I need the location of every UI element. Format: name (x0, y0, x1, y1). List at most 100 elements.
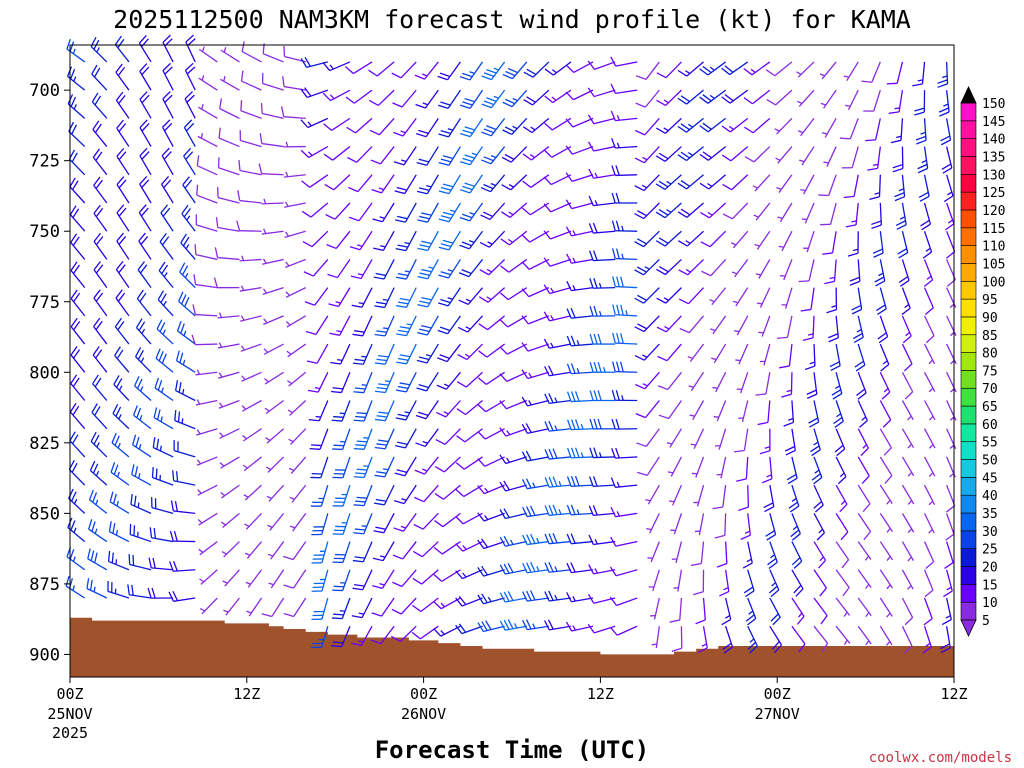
barb-feather (437, 75, 448, 81)
wind-barb (897, 231, 909, 259)
barb-half-feather (690, 443, 696, 446)
wind-barb (857, 512, 872, 541)
barb-feather (442, 183, 454, 188)
barb-staff (292, 512, 307, 532)
barb-staff (901, 343, 913, 365)
barb-feather (116, 349, 124, 359)
wind-barb (835, 484, 848, 513)
barb-feather (480, 186, 491, 193)
barb-feather (439, 326, 451, 332)
barb-feather (331, 419, 343, 422)
barb-feather (111, 432, 117, 444)
barb-staff (946, 343, 957, 365)
wind-barb (589, 305, 616, 317)
barb-feather (589, 333, 594, 345)
wind-barb (943, 174, 954, 203)
wind-barb (847, 231, 859, 257)
barb-feather (501, 184, 512, 191)
barb-half-feather (907, 556, 912, 562)
barb-staff (669, 428, 682, 448)
barb-feather (938, 107, 949, 113)
barb-staff (743, 428, 749, 451)
barb-half-feather (241, 405, 247, 410)
barb-staff (402, 117, 417, 137)
wind-barb (895, 202, 907, 230)
x-tick-label: 12Z (587, 685, 614, 703)
colorbar-label: 85 (982, 329, 998, 344)
wind-barb (719, 569, 730, 597)
barb-half-feather (450, 209, 456, 213)
wind-barb (861, 61, 881, 83)
wind-barb (70, 346, 86, 373)
barb-feather (501, 156, 512, 163)
barb-staff (647, 484, 660, 505)
barb-feather (724, 65, 734, 73)
barb-feather (161, 147, 170, 157)
wind-barb (435, 428, 461, 445)
wind-barb (246, 597, 263, 617)
wind-barb (819, 61, 837, 80)
barb-half-feather (383, 327, 389, 330)
barb-feather (690, 562, 702, 567)
wind-barb (721, 146, 749, 162)
barb-feather (354, 358, 366, 362)
wind-barb (565, 226, 594, 237)
barb-half-feather (801, 218, 807, 221)
barb-staff (835, 541, 850, 561)
barb-staff (342, 569, 351, 591)
barb-staff (200, 569, 218, 585)
wind-barb (331, 625, 351, 648)
wind-barb (135, 318, 152, 345)
barb-feather (783, 421, 794, 427)
wind-barb (373, 513, 395, 534)
wind-barb (393, 146, 417, 166)
barb-half-feather (554, 397, 558, 403)
barb-staff (316, 343, 329, 364)
barb-staff (138, 42, 152, 63)
barb-half-feather (598, 310, 602, 317)
colorbar-box (960, 387, 977, 407)
barb-feather (70, 520, 76, 531)
barb-feather (260, 103, 263, 114)
wind-barb (394, 484, 417, 505)
barb-feather (619, 361, 624, 372)
barb-staff (879, 343, 890, 365)
wind-barb (455, 623, 483, 635)
barb-feather (69, 549, 75, 560)
barb-feather (589, 278, 594, 289)
barb-feather (90, 431, 97, 442)
colorbar-box (960, 566, 977, 585)
wind-barb (677, 61, 704, 77)
barb-feather (478, 323, 488, 331)
wind-barb (922, 231, 933, 259)
barb-feather (942, 167, 953, 174)
barb-feather (552, 448, 558, 459)
barb-feather (86, 578, 90, 589)
wind-barb (437, 343, 461, 363)
barb-staff (769, 569, 780, 591)
barb-staff (690, 371, 705, 392)
barb-feather (304, 301, 315, 306)
barb-feather (547, 619, 554, 630)
barb-half-feather (896, 135, 902, 139)
barb-feather (139, 292, 147, 303)
barb-half-feather (288, 438, 294, 443)
wind-barb (938, 90, 950, 117)
barb-half-feather (796, 71, 802, 75)
barb-staff (153, 417, 174, 430)
wind-barb (656, 61, 682, 79)
barb-feather (869, 196, 880, 201)
barb-feather (395, 444, 406, 449)
barb-feather (160, 204, 169, 214)
barb-staff (223, 541, 240, 558)
barb-half-feather (490, 182, 496, 187)
barb-half-feather (315, 415, 321, 418)
barb-half-feather (550, 315, 554, 321)
wind-barb (138, 34, 152, 63)
barb-staff (151, 506, 174, 514)
barb-feather (593, 278, 598, 289)
credit-link[interactable]: coolwx.com/models (869, 750, 1012, 766)
barb-feather (438, 161, 450, 166)
barb-feather (107, 550, 111, 562)
barb-feather (544, 620, 550, 631)
